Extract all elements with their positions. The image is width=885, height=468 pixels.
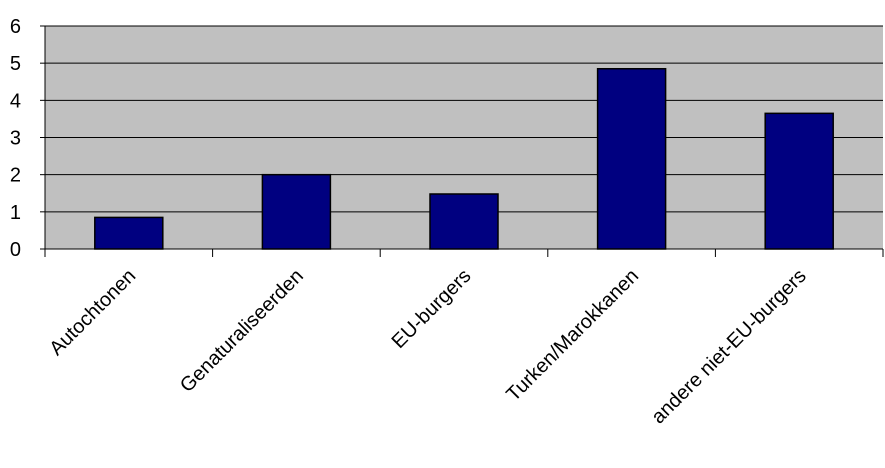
x-category-label: EU-burgers bbox=[388, 265, 476, 353]
y-tick-label: 6 bbox=[10, 16, 21, 38]
y-tick-label: 2 bbox=[10, 165, 21, 187]
x-category-label: Genaturaliseerden bbox=[176, 265, 308, 397]
gridlines bbox=[45, 25, 883, 213]
x-category-label: andere niet-EU-burgers bbox=[647, 265, 810, 428]
bar-turken-marokkanen bbox=[596, 67, 667, 250]
bars bbox=[94, 67, 834, 250]
y-tick-label: 5 bbox=[10, 53, 21, 75]
x-tick-labels: Autochtonen Genaturaliseerden EU-burgers Tu… bbox=[45, 265, 810, 428]
y-tick-labels: 0 1 2 3 4 5 6 bbox=[10, 16, 21, 261]
y-tick-label: 0 bbox=[10, 239, 21, 261]
bar-andere-niet-eu-burgers bbox=[764, 112, 834, 250]
bar-genaturaliseerden bbox=[261, 173, 332, 250]
axes bbox=[40, 25, 884, 257]
y-tick-label: 3 bbox=[10, 128, 21, 150]
x-category-label: Autochtonen bbox=[45, 265, 140, 360]
bar-autochtonen bbox=[94, 216, 164, 250]
y-tick-label: 4 bbox=[10, 90, 21, 112]
bar-eu-burgers bbox=[429, 193, 499, 250]
y-tick-label: 1 bbox=[10, 202, 21, 224]
x-category-label: Turken/Marokkanen bbox=[502, 265, 643, 406]
